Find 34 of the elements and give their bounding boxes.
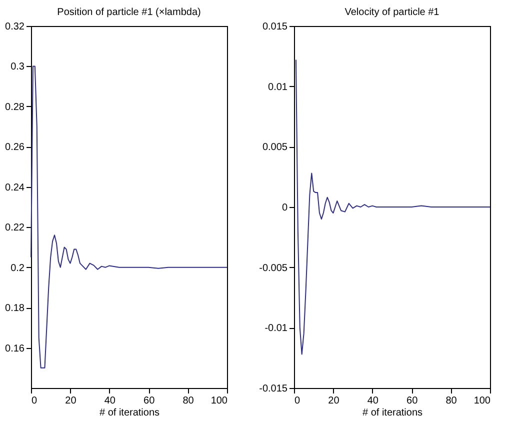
chart-title: Position of particle #1 (×lambda) — [57, 7, 201, 18]
y-tick-label: 0.18 — [5, 303, 25, 314]
x-tick-label: 40 — [367, 396, 379, 406]
x-tick-label: 40 — [104, 396, 116, 406]
y-tick-label: 0.26 — [5, 142, 25, 154]
x-tick-label: 0 — [294, 396, 300, 406]
y-tick-label: 0 — [282, 202, 288, 214]
x-tick-label: 60 — [144, 396, 156, 406]
y-tick-label: -0.005 — [259, 262, 288, 274]
x-tick-label: 80 — [182, 396, 194, 406]
y-tick-label: 0.24 — [5, 182, 25, 194]
chart-title: Velocity of particle #1 — [344, 7, 440, 18]
y-tick-label: 0.28 — [5, 102, 25, 113]
x-axis-title: # of iterations — [99, 408, 160, 418]
y-tick-label: 0.16 — [5, 343, 25, 354]
y-tick-label: 0.005 — [262, 142, 288, 154]
line-series — [30, 66, 228, 368]
y-tick-label: -0.01 — [264, 323, 288, 334]
x-tick-label: 0 — [32, 396, 38, 406]
y-tick-label: -0.015 — [259, 384, 288, 394]
y-tick-label: 0.015 — [262, 22, 288, 32]
y-tick-label: 0.3 — [10, 62, 25, 73]
y-tick-label: 0.2 — [10, 262, 25, 274]
x-tick-label: 20 — [65, 396, 77, 406]
x-axis-title: # of iterations — [362, 408, 423, 418]
y-tick-label: 0.01 — [268, 82, 288, 93]
x-tick-label: 80 — [446, 396, 458, 406]
y-tick-label: 0.22 — [5, 222, 25, 234]
line-series — [295, 59, 490, 355]
x-tick-label: 100 — [210, 396, 228, 406]
x-tick-label: 20 — [328, 396, 340, 406]
y-tick-label: 0.32 — [5, 22, 25, 32]
x-tick-label: 100 — [474, 396, 491, 406]
x-tick-label: 60 — [406, 396, 418, 406]
